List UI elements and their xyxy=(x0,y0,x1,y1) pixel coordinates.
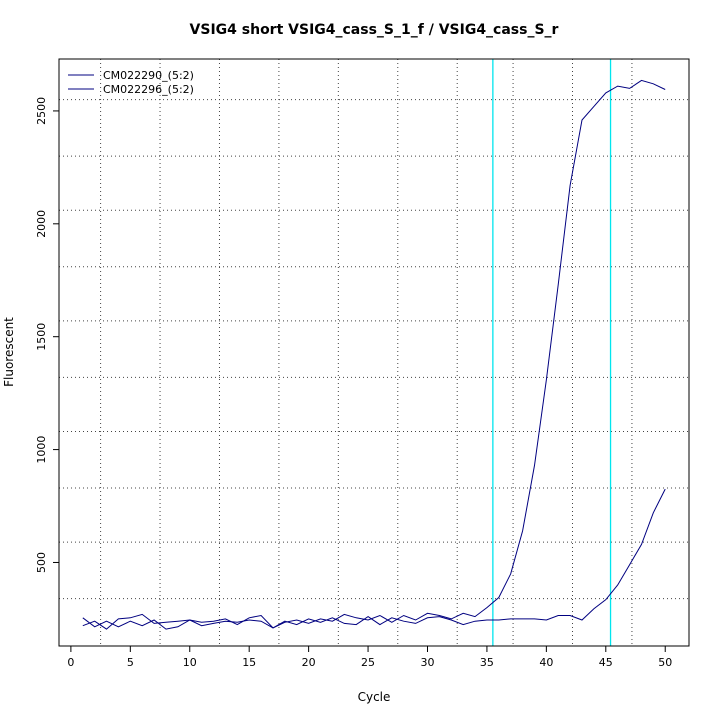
x-tick-label: 20 xyxy=(302,656,316,669)
y-tick-label: 1000 xyxy=(35,436,48,464)
x-tick-label: 0 xyxy=(67,656,74,669)
y-tick-label: 1500 xyxy=(35,323,48,351)
x-tick-label: 5 xyxy=(127,656,134,669)
x-axis-label: Cycle xyxy=(358,690,391,704)
series-line xyxy=(82,79,666,630)
y-tick-label: 2000 xyxy=(35,210,48,238)
legend-entry: CM022290_(5:2) xyxy=(103,69,194,82)
x-axis: 0 5 10 15 20 25 30 35 40 45 50 xyxy=(67,646,672,669)
y-axis: 500 1000 1500 2000 2500 xyxy=(35,97,59,573)
x-tick-label: 30 xyxy=(420,656,434,669)
threshold-lines xyxy=(492,59,612,646)
y-tick-label: 500 xyxy=(35,552,48,573)
legend-entry: CM022296_(5:2) xyxy=(103,83,194,96)
x-tick-label: 15 xyxy=(242,656,256,669)
legend: CM022290_(5:2)CM022296_(5:2) xyxy=(68,69,194,96)
series-lines xyxy=(82,79,666,630)
x-tick-label: 50 xyxy=(658,656,672,669)
y-tick-label: 2500 xyxy=(35,97,48,125)
x-tick-label: 40 xyxy=(539,656,553,669)
grid xyxy=(59,59,689,646)
y-axis-label: Fluorescent xyxy=(2,317,16,387)
x-tick-label: 10 xyxy=(183,656,197,669)
chart-title: VSIG4 short VSIG4_cass_S_1_f / VSIG4_cas… xyxy=(190,22,559,38)
x-tick-label: 45 xyxy=(599,656,613,669)
plot-frame xyxy=(58,58,690,647)
series-line xyxy=(82,488,666,630)
x-tick-label: 35 xyxy=(480,656,494,669)
x-tick-label: 25 xyxy=(361,656,375,669)
